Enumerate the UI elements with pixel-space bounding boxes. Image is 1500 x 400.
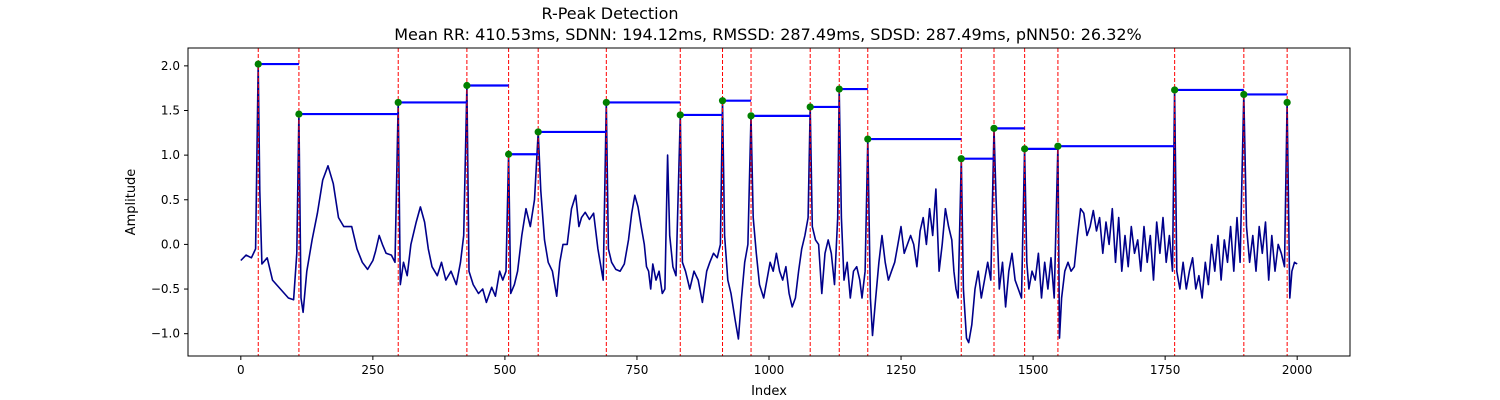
peak-marker-11 [835,85,843,93]
peak-marker-5 [534,128,542,136]
peak-marker-1 [295,110,303,118]
y-tick-label-1: −0.5 [151,282,180,296]
y-tick-label-0: −1.0 [151,327,180,341]
peak-marker-3 [463,81,471,90]
peak-marker-19 [1283,98,1291,107]
signal-layer [240,63,1298,344]
peak-marker-0 [254,60,262,68]
peak-marker-2 [394,98,402,107]
y-tick-label-6: 2.0 [161,59,180,73]
ecg-signal-line [240,63,1298,344]
peak-marker-18 [1240,90,1248,99]
y-ticks-layer: −1.0 −0.5 0.0 0.5 1.0 1.5 2.0 [151,59,188,341]
x-tick-label-6: 1500 [1018,363,1049,377]
y-tick-label-2: 0.0 [161,237,180,251]
x-axis-label: Index [751,384,787,399]
y-tick-label-4: 1.0 [161,148,180,162]
x-tick-label-4: 1000 [754,363,785,377]
x-tick-label-0: 0 [237,363,245,377]
peak-markers-layer [254,60,1291,163]
x-tick-label-3: 750 [626,363,649,377]
peak-lines-layer [257,48,1288,356]
x-ticks-layer: 0 250 500 750 1000 1250 1500 1750 2000 [237,356,1312,377]
peak-marker-16 [1054,142,1062,150]
peak-marker-13 [957,155,965,163]
chart-subtitle: Mean RR: 410.53ms, SDNN: 194.12ms, RMSSD… [394,25,1142,44]
peak-marker-17 [1171,86,1179,94]
peak-marker-6 [602,98,610,107]
x-tick-label-7: 1750 [1150,363,1181,377]
peak-marker-8 [718,97,727,105]
y-axis-label: Amplitude [124,169,139,236]
peak-marker-12 [864,135,872,143]
peak-marker-4 [505,150,513,158]
rr-bars-layer [258,62,1288,160]
peak-marker-7 [676,111,684,119]
y-tick-label-3: 0.5 [161,193,180,207]
peak-marker-10 [806,103,814,111]
y-tick-label-5: 1.5 [161,103,180,117]
x-tick-label-1: 250 [361,363,384,377]
peak-marker-14 [990,124,998,132]
peak-marker-9 [747,112,755,120]
x-tick-label-5: 1250 [886,363,917,377]
x-tick-label-8: 2000 [1282,363,1313,377]
x-tick-label-2: 500 [493,363,516,377]
peak-marker-15 [1021,145,1029,153]
chart-title: R-Peak Detection [541,4,678,23]
